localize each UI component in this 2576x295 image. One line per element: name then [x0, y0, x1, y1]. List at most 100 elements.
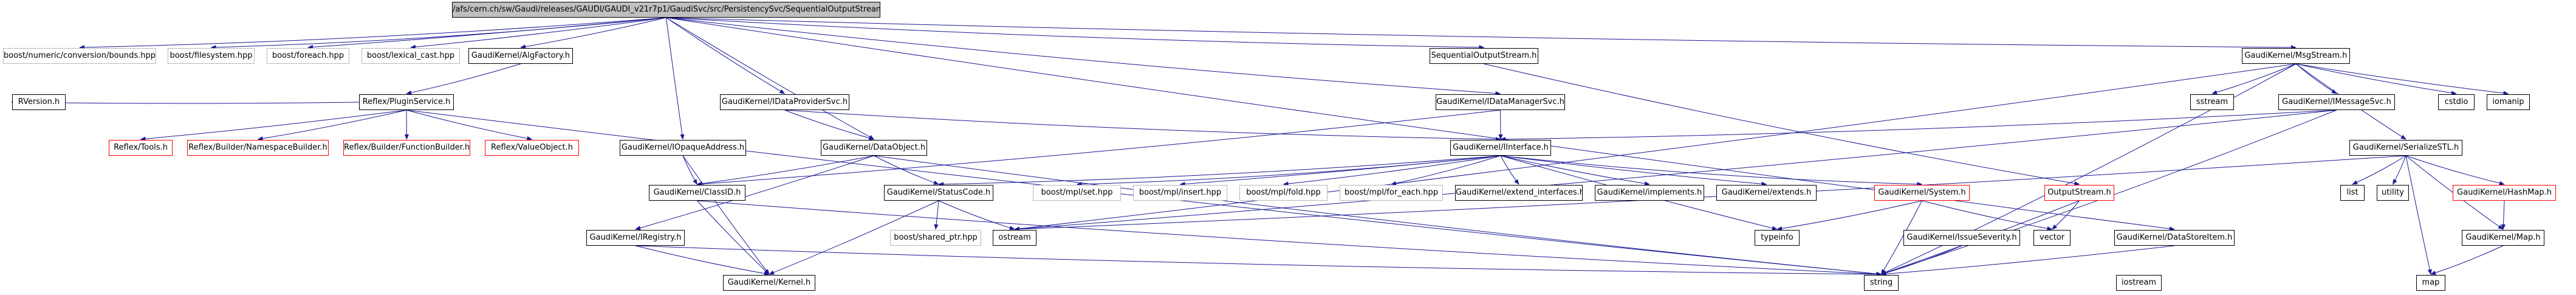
- include-edge-classid-string: [697, 200, 1882, 277]
- include-edge-msgstream-iomanip: [2295, 63, 2509, 95]
- graph-node-iinterface[interactable]: GaudiKernel/IInterface.h: [1450, 140, 1551, 156]
- include-edge-system-vector: [1922, 200, 2053, 231]
- include-edge-iinterface-system: [1500, 155, 1923, 187]
- include-edge-outputstream-vector: [2051, 200, 2080, 230]
- include-edge-serializestl-list: [2352, 155, 2406, 185]
- graph-node-extendifaces[interactable]: GaudiKernel/extend_interfaces.h: [1455, 185, 1583, 201]
- graph-node-sharedptr[interactable]: boost/shared_ptr.hpp: [890, 230, 981, 246]
- include-edge-datastoreitem-string: [1880, 245, 2175, 276]
- include-edge-dataobject-string: [874, 155, 1882, 276]
- include-edge-cpp-dataobject: [666, 17, 875, 140]
- graph-node-rversion[interactable]: RVersion.h: [12, 94, 66, 110]
- include-edge-statuscode-kernel: [769, 200, 939, 275]
- include-edge-issueseverity-string: [1880, 245, 1962, 276]
- include-edge-iinterface-extendifaces: [1500, 155, 1519, 185]
- graph-node-msgstream[interactable]: GaudiKernel/MsgStream.h: [2242, 48, 2350, 64]
- include-edge-iregistry-kernel: [635, 245, 770, 276]
- include-edge-serializestl-ostream: [1014, 155, 2406, 232]
- graph-node-mplset[interactable]: boost/mpl/set.hpp: [1033, 185, 1121, 201]
- graph-node-ostream[interactable]: ostream: [993, 230, 1036, 246]
- include-edge-msgstream-ostream: [1014, 63, 2297, 231]
- include-edge-iinterface-implements: [1500, 155, 1650, 186]
- graph-node-imessagesvc[interactable]: GaudiKernel/IMessageSvc.h: [2278, 94, 2395, 110]
- include-edge-serializestl-utility: [2393, 155, 2406, 185]
- graph-node-issueseverity[interactable]: GaudiKernel/IssueSeverity.h: [1903, 230, 2020, 246]
- graph-node-tools[interactable]: Reflex/Tools.h: [109, 140, 173, 156]
- include-edge-iinterface-mplset: [1076, 155, 1501, 187]
- include-edge-iinterface-mplfold: [1283, 155, 1501, 186]
- graph-node-mplfold[interactable]: boost/mpl/fold.hpp: [1239, 185, 1327, 201]
- graph-node-classid[interactable]: GaudiKernel/ClassID.h: [649, 185, 745, 201]
- include-edge-iinterface-mplinsert: [1179, 155, 1501, 186]
- graph-node-outputstream[interactable]: OutputStream.h: [2044, 185, 2114, 201]
- include-edge-idataprovider-iinterface: [784, 109, 1501, 142]
- graph-node-sstream[interactable]: sstream: [2190, 94, 2234, 110]
- include-edge-cpp-idataprovider: [666, 17, 786, 94]
- include-edge-statuscode-sharedptr: [934, 200, 939, 230]
- graph-node-fnbuilder[interactable]: Reflex/Builder/FunctionBuilder.h: [343, 140, 470, 156]
- graph-node-list[interactable]: list: [2340, 185, 2365, 201]
- include-edge-iinterface-statuscode: [938, 155, 1501, 187]
- include-edge-msgstream-sstream: [2211, 63, 2297, 95]
- include-edge-cpp-foreach: [307, 17, 666, 50]
- graph-node-map[interactable]: map: [2416, 275, 2445, 291]
- graph-node-iregistry[interactable]: GaudiKernel/IRegistry.h: [586, 230, 685, 246]
- include-edge-statuscode-ostream: [938, 200, 1015, 231]
- graph-node-string[interactable]: string: [1864, 275, 1899, 291]
- include-edge-classid-kernel: [697, 200, 770, 275]
- graph-node-iopaque[interactable]: GaudiKernel/IOpaqueAddress.h: [620, 140, 746, 156]
- include-edge-cpp-lexical: [410, 17, 666, 49]
- include-edge-hashmap-map_h: [2501, 200, 2506, 230]
- graph-node-mplinsert[interactable]: boost/mpl/insert.hpp: [1133, 185, 1227, 201]
- graph-node-foreach[interactable]: boost/foreach.hpp: [267, 48, 349, 64]
- graph-node-pluginservice[interactable]: Reflex/PluginService.h: [359, 94, 454, 110]
- include-edge-system-typeinfo: [1776, 200, 1922, 231]
- include-edge-msgstream-string: [1880, 63, 2297, 275]
- graph-node-cpp[interactable]: /afs/cern.ch/sw/Gaudi/releases/GAUDI/GAU…: [452, 2, 880, 18]
- include-edge-algfactory-pluginservice: [406, 63, 521, 95]
- graph-node-bounds[interactable]: boost/numeric/conversion/bounds.hpp: [3, 48, 156, 64]
- include-edge-dataobject-statuscode: [874, 155, 939, 185]
- include-edge-iinterface-mplforeach: [1391, 155, 1501, 186]
- graph-node-valueobject[interactable]: Reflex/ValueObject.h: [485, 140, 579, 156]
- graph-node-utility[interactable]: utility: [2377, 185, 2409, 201]
- include-edge-imessagesvc-ostream: [1014, 109, 2337, 231]
- include-edge-iopaque-classid: [682, 155, 697, 185]
- graph-node-system[interactable]: GaudiKernel/System.h: [1874, 185, 1970, 201]
- include-edge-cpp-iopaque: [666, 17, 685, 140]
- include-edge-serializestl-map: [2405, 155, 2432, 275]
- graph-node-iomanip[interactable]: iomanip: [2487, 94, 2530, 110]
- graph-node-idatamanager[interactable]: GaudiKernel/IDataManagerSvc.h: [1436, 94, 1565, 110]
- graph-node-kernel[interactable]: GaudiKernel/Kernel.h: [723, 275, 815, 291]
- graph-node-statuscode[interactable]: GaudiKernel/StatusCode.h: [884, 185, 993, 201]
- graph-node-serializestl[interactable]: GaudiKernel/SerializeSTL.h: [2349, 140, 2462, 156]
- include-edge-iopaque-kernel: [682, 155, 770, 275]
- include-edge-pluginservice-nsbuilder: [257, 109, 407, 141]
- graph-node-datastoreitem[interactable]: GaudiKernel/DataStoreItem.h: [2114, 230, 2235, 246]
- include-edge-pluginservice-tools: [140, 109, 407, 141]
- graph-node-seqostream_h[interactable]: SequentialOutputStream.h: [1430, 48, 1538, 64]
- graph-node-mplforeach[interactable]: boost/mpl/for_each.hpp: [1340, 185, 1443, 201]
- graph-node-idataprovider[interactable]: GaudiKernel/IDataProviderSvc.h: [720, 94, 849, 110]
- graph-node-nsbuilder[interactable]: Reflex/Builder/NamespaceBuilder.h: [187, 140, 329, 156]
- include-edge-pluginservice-fnbuilder: [404, 109, 409, 140]
- include-edge-cpp-seqostream_h: [666, 17, 1485, 50]
- include-edge-system-string: [1881, 200, 1922, 275]
- include-edge-seqostream_h-outputstream: [1484, 63, 2080, 186]
- graph-node-iostream[interactable]: iostream: [2116, 275, 2162, 291]
- graph-node-implements[interactable]: GaudiKernel/implements.h: [1595, 185, 1704, 201]
- graph-node-hashmap[interactable]: GaudiKernel/HashMap.h: [2453, 185, 2556, 201]
- graph-node-filesystem[interactable]: boost/filesystem.hpp: [168, 48, 255, 64]
- graph-node-lexical[interactable]: boost/lexical_cast.hpp: [361, 48, 460, 64]
- graph-node-vector[interactable]: vector: [2033, 230, 2071, 246]
- include-edge-dataobject-iregistry: [635, 155, 874, 231]
- include-edge-iinterface-extends: [1500, 155, 1767, 186]
- graph-node-typeinfo[interactable]: typeinfo: [1755, 230, 1800, 246]
- graph-node-cstdio[interactable]: cstdio: [2438, 94, 2475, 110]
- graph-node-map_h[interactable]: GaudiKernel/Map.h: [2462, 230, 2544, 246]
- graph-node-algfactory[interactable]: GaudiKernel/AlgFactory.h: [468, 48, 573, 64]
- include-edge-msgstream-imessagesvc: [2295, 63, 2337, 94]
- include-edge-idataprovider-dataobject: [784, 109, 875, 141]
- graph-node-extends[interactable]: GaudiKernel/extends.h: [1716, 185, 1817, 201]
- graph-node-dataobject[interactable]: GaudiKernel/DataObject.h: [821, 140, 927, 156]
